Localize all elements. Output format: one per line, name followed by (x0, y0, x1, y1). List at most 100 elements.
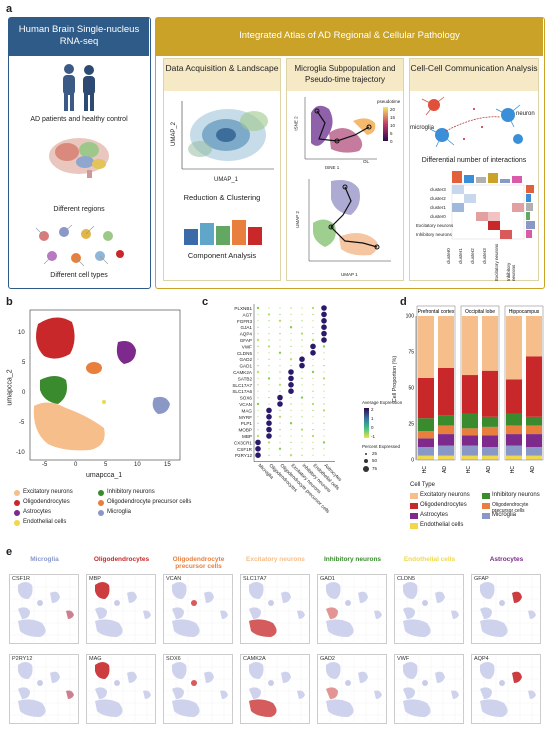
feature-celltype-title: Oligodendrocyte precursor cells (172, 556, 225, 570)
dotplot-dot (279, 365, 281, 367)
heatmap-row-4: Excitatory neurons (416, 223, 454, 228)
proportion-bar-segment (418, 438, 434, 448)
umap-b-xtick-2: 5 (104, 462, 108, 468)
ol-label: OL (363, 159, 370, 164)
legend-d-label-6: Endothelial cells (420, 522, 464, 528)
legend-d-label-5: Microglia (492, 512, 517, 518)
dotplot-gene-label: GAD2 (239, 357, 252, 362)
dotplot-gene-label: SOX6 (240, 396, 253, 401)
proportion-bar-segment (462, 445, 478, 456)
feature-gene-label: CSF1R (12, 576, 31, 582)
dotplot-dot (290, 339, 292, 341)
dotplot-dot (323, 403, 325, 405)
dotplot-gene-label: MOBP (238, 428, 252, 433)
legend-d-label-2: Oligodendrocytes (420, 502, 467, 508)
legend-d-swatch-2 (410, 503, 418, 509)
neuron-label: neuron (516, 111, 535, 117)
feature-plot-tile: MAG (86, 654, 157, 725)
dotplot-dot (323, 358, 325, 360)
feature-gene-label: CAMK2A (243, 656, 266, 662)
dotplot-dot (268, 448, 270, 450)
dotplot-dot (290, 313, 292, 315)
dotplot-dot (290, 435, 292, 437)
umap-ylabel: UMAP_2 (171, 121, 178, 147)
legend-b-swatch-0 (14, 490, 20, 496)
dotplot-dot (267, 377, 271, 380)
dotplot-dot (312, 416, 314, 418)
feature-umap (472, 575, 542, 645)
proportion-bar-segment (526, 455, 542, 460)
proportion-group-label: HC (422, 466, 428, 474)
dotplot-dot (279, 307, 281, 309)
feature-celltype-title: Astrocytes (489, 556, 524, 563)
dotplot-dot (257, 416, 259, 418)
feature-gene-label: MAG (89, 656, 102, 662)
dotplot-dot (301, 416, 303, 418)
dotplot-dot (301, 377, 303, 379)
legend-d-swatch-3 (482, 503, 490, 509)
dotplot-gene-label: PLXNB1 (234, 306, 252, 311)
dotplot-dot (312, 448, 314, 450)
dotplot-dot (257, 390, 259, 392)
region-frame (460, 305, 500, 461)
dotplot-dot (312, 377, 314, 379)
dotplot-gene-label: GAD1 (239, 364, 252, 369)
expr-gradient (364, 408, 369, 438)
dotplot-dot (279, 435, 281, 437)
dotplot-dot (268, 307, 270, 309)
dotplot-gene-label: SLC17A7 (232, 383, 252, 388)
dotplot-gene-label: CAMK2A (233, 370, 253, 375)
dotplot-dot (312, 454, 314, 456)
feature-umap (87, 655, 157, 725)
legend-b-label-5: Microglia (107, 509, 132, 515)
dotplot-dot (321, 305, 327, 311)
dotplot-dot (321, 318, 327, 324)
left-item-2: Different regions (53, 206, 105, 213)
dotplot-dot (257, 365, 259, 367)
pseudotime-tick-5: 5 (390, 131, 393, 136)
dotplot-dot (301, 435, 303, 437)
proportion-bar-segment (418, 431, 434, 439)
dotplot-dot (266, 420, 272, 426)
dotplot-dot (257, 352, 259, 354)
legend-d-label-4: Astrocytes (420, 512, 449, 518)
heatmap-row-0: cluster3 (430, 187, 446, 192)
proportion-bar-segment (418, 455, 434, 460)
legend-b-swatch-6 (14, 520, 20, 526)
legend-d-title: Cell Type (410, 482, 435, 488)
pseudotime-legend-title: pseudotime (377, 99, 401, 104)
feature-umap (318, 655, 388, 725)
tsne-xlabel: tSNE 1 (325, 165, 340, 170)
umap-b-ylabel: umapcca_2 (6, 369, 14, 406)
dotplot-dot (323, 429, 325, 431)
feature-umap (318, 575, 388, 645)
dotplot-dot (323, 384, 325, 386)
component-bars (184, 220, 262, 245)
legend-b-label-3: Oligodendrocyte precursor cells (107, 499, 192, 505)
heatmap-row-5: Inhibitory neurons (416, 232, 452, 237)
feature-plot-tile: SLC17A7 (240, 574, 311, 645)
dotplot-dot (268, 352, 270, 354)
dotplot-dot (257, 409, 259, 411)
feature-plot-tile: AQP4 (471, 654, 542, 725)
proportion-bar-segment (506, 413, 522, 426)
dotplot-dot (322, 409, 326, 412)
dotplot-dot (312, 326, 314, 328)
feature-celltype-title: Inhibitory neurons (323, 556, 382, 563)
dotplot-dot (301, 384, 303, 386)
proportion-bar-segment (482, 416, 498, 427)
dotplot-dot (279, 441, 281, 443)
legend-d-swatch-5 (482, 513, 490, 519)
proportion-bar-segment (438, 415, 454, 426)
dotplot-dot (301, 448, 303, 450)
proportion-ytick: 0 (411, 458, 414, 464)
dotplot-dot (277, 394, 283, 401)
dotplot-dot (290, 320, 292, 322)
proportion-group-label: HC (510, 466, 516, 474)
feature-gene-label: GAD1 (320, 576, 335, 582)
dotplot-gene-label: VCAN (239, 402, 252, 407)
dotplot-dot (323, 448, 325, 450)
dotplot-dot (301, 403, 303, 405)
dotplot-dot (322, 441, 326, 444)
dotplot-dot (256, 338, 260, 342)
